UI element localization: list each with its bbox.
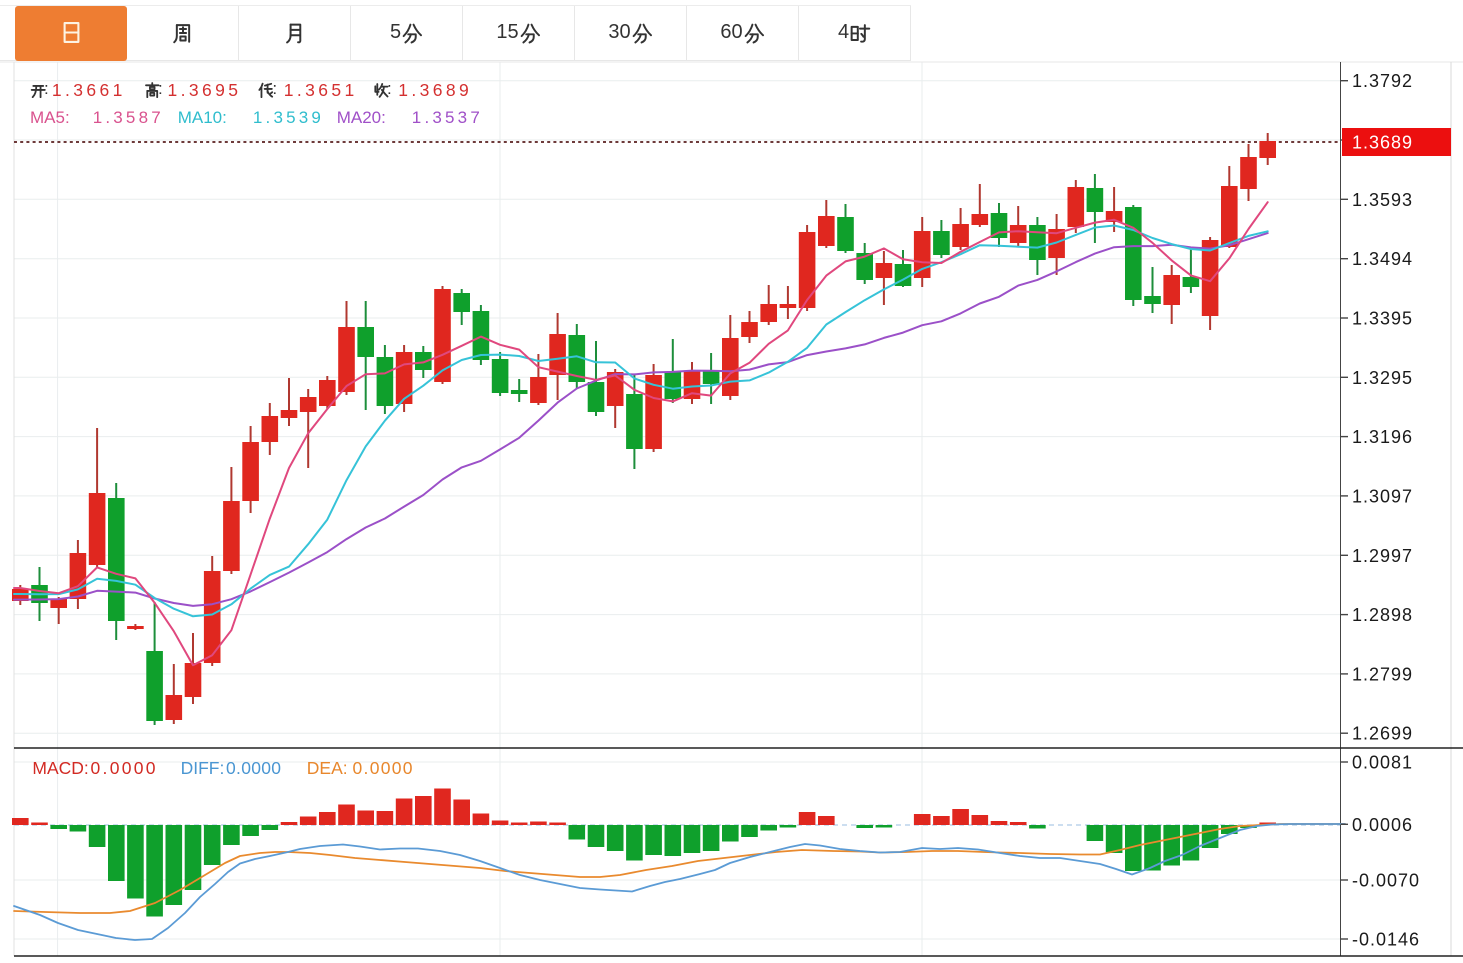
svg-text:1.3097: 1.3097 xyxy=(1352,486,1413,506)
svg-text:1.3689: 1.3689 xyxy=(1352,133,1413,153)
svg-text:-0.0070: -0.0070 xyxy=(1352,871,1420,891)
svg-text:1.3494: 1.3494 xyxy=(1352,249,1413,269)
svg-text:1.3395: 1.3395 xyxy=(1352,309,1413,329)
svg-text:1.2799: 1.2799 xyxy=(1352,664,1413,684)
svg-text:0.0081: 0.0081 xyxy=(1352,753,1413,773)
svg-text:1.2997: 1.2997 xyxy=(1352,546,1413,566)
svg-text:-0.0146: -0.0146 xyxy=(1352,930,1420,950)
svg-text:1.2898: 1.2898 xyxy=(1352,605,1413,625)
svg-text:1.3593: 1.3593 xyxy=(1352,190,1413,210)
svg-text:1.2699: 1.2699 xyxy=(1352,724,1413,744)
svg-text:1.3295: 1.3295 xyxy=(1352,368,1413,388)
svg-text:1.3792: 1.3792 xyxy=(1352,71,1413,91)
svg-text:0.0006: 0.0006 xyxy=(1352,815,1413,835)
svg-text:1.3196: 1.3196 xyxy=(1352,427,1413,447)
